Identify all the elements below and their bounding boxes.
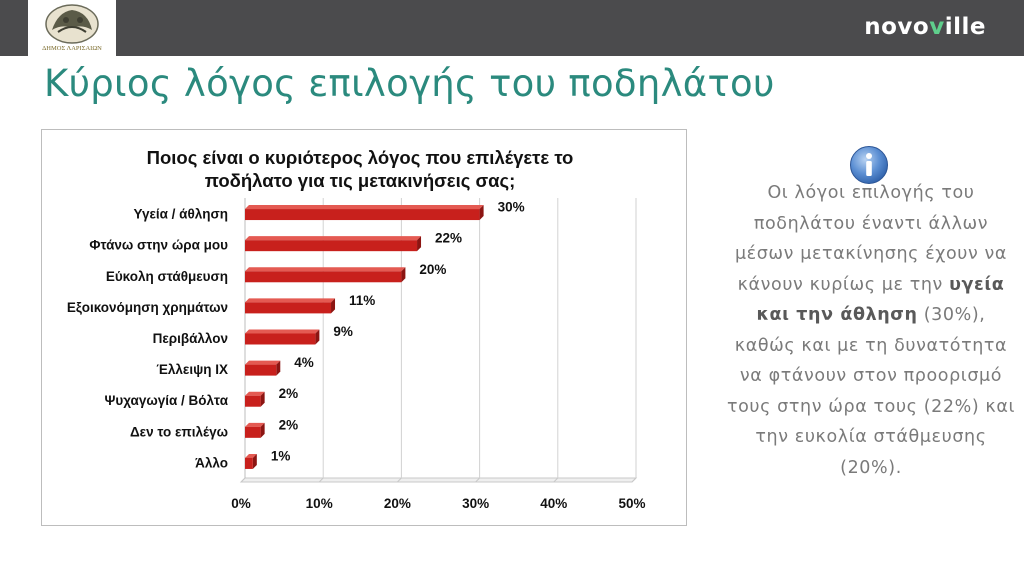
- bar-side: [417, 236, 422, 252]
- category-label: Περιβάλλον: [153, 331, 228, 346]
- bar-side: [260, 422, 265, 438]
- bar-chart: Ποιος είναι ο κυριότερος λόγος που επιλέ…: [41, 129, 687, 526]
- data-label: 20%: [419, 262, 446, 277]
- bar: [245, 457, 253, 469]
- gridline-depth: [240, 477, 246, 483]
- info-highlight: υγεία και την άθληση: [756, 274, 1005, 326]
- data-label: 11%: [349, 293, 375, 308]
- bar-top: [245, 236, 422, 241]
- category-label: Υγεία / άθληση: [134, 207, 229, 222]
- x-tick-label: 20%: [384, 496, 411, 511]
- gridline-depth: [318, 477, 324, 483]
- bar: [245, 209, 480, 221]
- data-label: 9%: [333, 324, 353, 339]
- chart-floor: [239, 477, 638, 483]
- x-tick-label: 40%: [540, 496, 567, 511]
- bar-side: [479, 205, 484, 221]
- bar-side: [401, 267, 406, 283]
- x-tick-label: 50%: [618, 496, 645, 511]
- bar-top: [245, 329, 320, 334]
- category-label: Φτάνω στην ώρα μου: [89, 238, 228, 253]
- x-tick-label: 30%: [462, 496, 489, 511]
- category-label: Δεν το επιλέγω: [130, 424, 228, 439]
- bar-side: [331, 298, 336, 314]
- bar: [245, 395, 261, 407]
- bar-side: [252, 453, 257, 469]
- bar: [245, 240, 418, 252]
- logo-caption: ΔΗΜΟΣ ΛΑΡΙΣΑΙΩΝ: [42, 45, 102, 52]
- bar-top: [245, 391, 265, 396]
- category-label: Έλλειψη ΙΧ: [156, 362, 228, 377]
- bar-top: [245, 360, 281, 365]
- chart-svg: Ποιος είναι ο κυριότερος λόγος που επιλέ…: [67, 147, 646, 511]
- chart-title-line: ποδήλατο για τις μετακινήσεις σας;: [205, 170, 516, 191]
- category-label: Εύκολη στάθμευση: [106, 269, 228, 284]
- bar-side: [315, 329, 320, 345]
- bar-side: [276, 360, 281, 376]
- x-tick-label: 10%: [306, 496, 333, 511]
- info-paragraph: Οι λόγοι επιλογής του ποδηλάτου έναντι ά…: [726, 183, 1015, 478]
- info-icon: [850, 146, 888, 184]
- data-label: 4%: [294, 355, 314, 370]
- gridline-depth: [397, 477, 402, 483]
- data-label: 2%: [279, 417, 299, 432]
- bar: [245, 271, 402, 283]
- novoville-brand: novoville: [864, 14, 986, 40]
- bar: [245, 426, 261, 438]
- municipality-logo: ΔΗΜΟΣ ΛΑΡΙΣΑΙΩΝ: [28, 0, 116, 56]
- bar-top: [245, 298, 336, 303]
- category-label: Άλλο: [195, 455, 228, 470]
- data-label: 22%: [435, 231, 462, 246]
- bar-side: [260, 391, 265, 407]
- data-label: 30%: [498, 200, 525, 215]
- x-tick-label: 0%: [231, 496, 251, 511]
- gridline-depth: [475, 477, 480, 483]
- category-label: Εξοικονόμηση χρημάτων: [67, 300, 228, 315]
- data-label: 2%: [279, 386, 299, 401]
- chart-title-line: Ποιος είναι ο κυριότερος λόγος που επιλέ…: [147, 147, 574, 168]
- category-label: Ψυχαγωγία / Βόλτα: [104, 393, 228, 408]
- top-bar: ΔΗΜΟΣ ΛΑΡΙΣΑΙΩΝ novoville: [0, 0, 1024, 56]
- bar-top: [245, 205, 484, 210]
- bar: [245, 364, 277, 376]
- bar: [245, 333, 316, 345]
- gridline-depth: [553, 477, 559, 483]
- bar-top: [245, 453, 257, 458]
- gridline-depth: [631, 477, 637, 483]
- bar-top: [245, 422, 265, 427]
- bar: [245, 302, 332, 314]
- bar-top: [245, 267, 406, 272]
- page-title: Κύριος λόγος επιλογής του ποδηλάτου: [44, 62, 775, 105]
- data-label: 1%: [271, 448, 291, 463]
